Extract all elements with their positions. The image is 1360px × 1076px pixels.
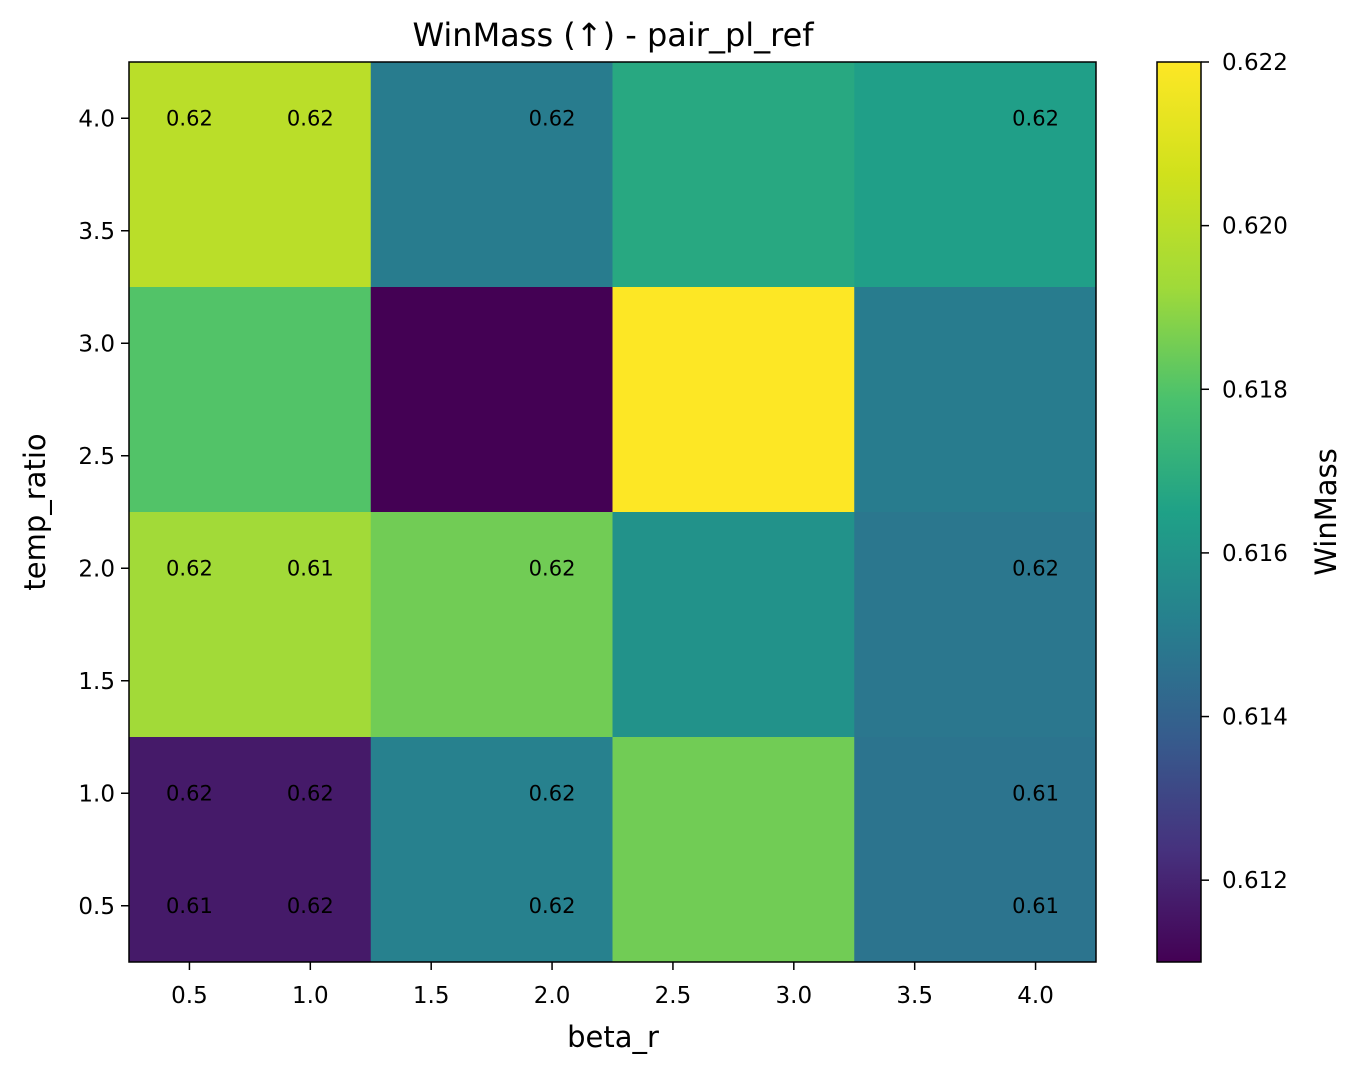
heatmap-cell: [129, 512, 372, 738]
y-tick-label: 3.5: [78, 219, 115, 245]
colorbar-tick-label: 0.622: [1222, 50, 1288, 76]
plot-frame: [128, 61, 1097, 963]
cell-annotation: 0.62: [1012, 556, 1059, 580]
y-tick-label: 1.5: [78, 669, 115, 695]
cell-annotation: 0.62: [287, 781, 334, 805]
x-axis-label: beta_r: [567, 1020, 659, 1054]
cell-annotation: 0.62: [1012, 106, 1059, 130]
y-tick-label: 1.0: [78, 781, 115, 807]
colorbar-label: WinMass: [1309, 448, 1343, 575]
y-axis-label: temp_ratio: [18, 433, 52, 590]
y-tick-label: 0.5: [78, 894, 115, 920]
heatmap-cell: [854, 62, 1097, 288]
heatmap-cell: [854, 737, 1097, 963]
heatmap-cell: [370, 737, 613, 963]
x-tick-label: 1.0: [292, 983, 329, 1009]
x-tick-label: 0.5: [171, 983, 208, 1009]
x-tick-label: 3.0: [776, 983, 813, 1009]
cell-annotation: 0.62: [529, 106, 576, 130]
heatmap-cell: [854, 512, 1097, 738]
heatmap-cell: [612, 512, 855, 738]
cell-annotation: 0.62: [529, 781, 576, 805]
colorbar-tick-label: 0.614: [1222, 705, 1288, 731]
heatmap-cell: [612, 62, 855, 288]
heatmap-cell: [854, 287, 1097, 513]
heatmap-cell: [370, 287, 613, 513]
x-axis-ticks: 0.5 1.0 1.5 2.0 2.5 3.0 3.5 4.0: [171, 962, 1054, 1009]
y-tick-label: 2.0: [78, 556, 115, 582]
colorbar-tick-label: 0.618: [1222, 377, 1288, 403]
cell-annotation: 0.62: [529, 894, 576, 918]
y-axis-ticks: 0.5 1.0 1.5 2.0 2.5 3.0 3.5 4.0: [78, 106, 129, 920]
heatmap-cell: [129, 287, 372, 513]
cell-annotation: 0.62: [287, 894, 334, 918]
x-tick-label: 2.5: [655, 983, 692, 1009]
heatmap-cell: [129, 737, 372, 963]
heatmap-cell: [370, 62, 613, 288]
x-tick-label: 3.5: [896, 983, 933, 1009]
cell-annotation: 0.61: [166, 894, 213, 918]
cell-annotation: 0.62: [166, 781, 213, 805]
colorbar: [1157, 62, 1201, 962]
colorbar-tick-label: 0.620: [1222, 214, 1288, 240]
x-tick-label: 2.0: [534, 983, 571, 1009]
heatmap-cell: [370, 512, 613, 738]
cell-annotation: 0.61: [1012, 781, 1059, 805]
colorbar-ticks: 0.612 0.614 0.616 0.618 0.620 0.622: [1201, 50, 1288, 894]
cell-annotations: 0.62 0.62 0.62 0.62 0.62 0.61 0.62 0.62 0.62 0.62…: [166, 106, 1059, 918]
y-tick-label: 4.0: [78, 106, 115, 132]
cell-annotation: 0.62: [166, 106, 213, 130]
colorbar-tick-label: 0.612: [1222, 868, 1288, 894]
colorbar-tick-label: 0.616: [1222, 541, 1288, 567]
heatmap-cell: [129, 62, 372, 288]
cell-annotation: 0.62: [287, 106, 334, 130]
y-tick-label: 3.0: [78, 331, 115, 357]
cell-annotation: 0.61: [287, 556, 334, 580]
heatmap-cells: [129, 62, 1097, 963]
colorbar-frame: [1156, 61, 1202, 963]
heatmap-cell: [612, 737, 855, 963]
heatmap-cell: [612, 287, 855, 513]
y-tick-label: 2.5: [78, 444, 115, 470]
cell-annotation: 0.62: [529, 556, 576, 580]
x-tick-label: 4.0: [1017, 983, 1054, 1009]
chart-title: WinMass (↑) - pair_pl_ref: [412, 16, 814, 54]
cell-annotation: 0.62: [166, 556, 213, 580]
cell-annotation: 0.61: [1012, 894, 1059, 918]
x-tick-label: 1.5: [413, 983, 450, 1009]
